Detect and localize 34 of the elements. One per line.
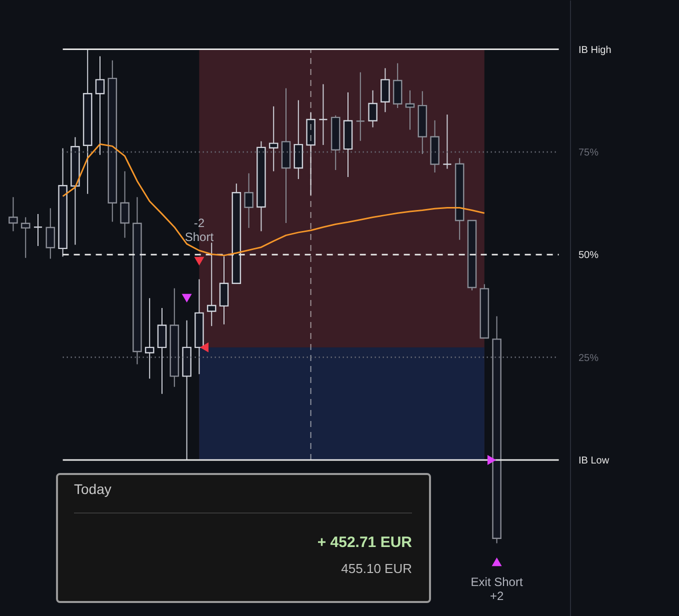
candlestick xyxy=(120,170,130,238)
candlestick xyxy=(294,100,304,180)
candlestick xyxy=(442,114,452,170)
candlestick xyxy=(268,106,278,172)
annotation: 455.10 EUR xyxy=(341,561,412,576)
annotation: + 452.71 EUR xyxy=(317,534,412,551)
candlestick xyxy=(219,256,229,325)
candlestick xyxy=(8,196,18,232)
point xyxy=(194,256,204,266)
series-label: -2 Short xyxy=(184,216,214,244)
y-tick-label: 25% xyxy=(578,352,599,364)
candlestick xyxy=(318,84,328,146)
candlestick xyxy=(157,308,167,394)
candlestick xyxy=(144,298,154,380)
point xyxy=(182,294,192,302)
candlestick xyxy=(20,216,30,258)
y-tick-label: 75% xyxy=(578,147,599,158)
candlestick xyxy=(392,62,402,109)
candlestick xyxy=(356,72,366,142)
annotation: Today xyxy=(74,481,112,497)
y-tick-label: IB High xyxy=(578,44,612,56)
candlestick xyxy=(368,90,378,128)
candlestick xyxy=(244,172,254,228)
candlestick xyxy=(33,213,43,246)
candlestick xyxy=(206,242,216,327)
candlestick xyxy=(380,68,390,113)
series-label: Exit Short +2 xyxy=(470,574,524,603)
point xyxy=(492,557,502,566)
line-series xyxy=(62,143,486,256)
y-tick-label: IB Low xyxy=(578,455,610,466)
candlestick xyxy=(405,90,415,130)
candlestick xyxy=(95,56,105,156)
candlestick xyxy=(46,208,56,260)
y-tick-label: 50% xyxy=(578,250,599,262)
